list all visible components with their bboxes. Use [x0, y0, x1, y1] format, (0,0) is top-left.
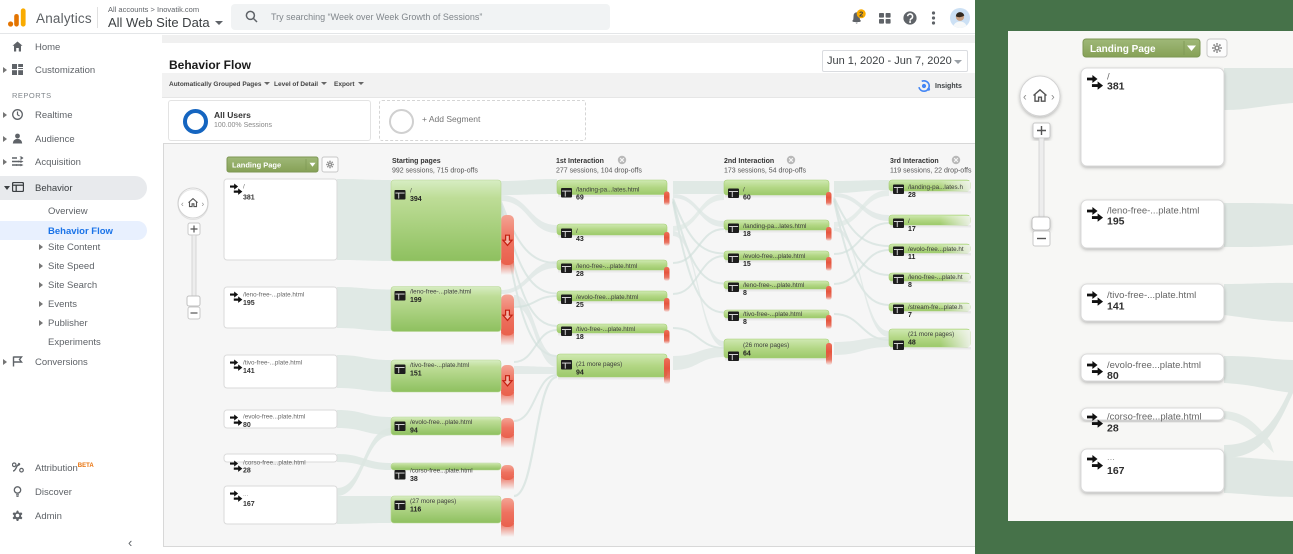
svg-text:/: /	[243, 184, 245, 191]
svg-text:60: 60	[743, 195, 751, 202]
svg-text:195: 195	[1107, 216, 1125, 228]
svg-text:8: 8	[743, 319, 747, 326]
svg-text:25: 25	[576, 302, 584, 309]
svg-text:381: 381	[243, 195, 255, 202]
svg-text:43: 43	[576, 236, 584, 243]
svg-text:/stream-fre...plate.h: /stream-fre...plate.h	[908, 304, 963, 311]
svg-text:80: 80	[243, 422, 251, 429]
svg-text:394: 394	[410, 196, 422, 203]
svg-text:/evolo-free...plate.html: /evolo-free...plate.html	[243, 414, 305, 421]
svg-text:94: 94	[576, 370, 584, 377]
svg-text:(21 more pages): (21 more pages)	[908, 331, 954, 338]
svg-text:Landing Page: Landing Page	[1090, 44, 1156, 55]
svg-text:199: 199	[410, 297, 422, 304]
svg-text:/corso-free...plate.html: /corso-free...plate.html	[1107, 412, 1202, 423]
svg-text:...: ...	[1107, 452, 1115, 463]
svg-text:(27 more pages): (27 more pages)	[410, 498, 456, 505]
svg-text:/tivo-free-...plate.html: /tivo-free-...plate.html	[410, 362, 469, 369]
svg-text:/leno-free-...plate.html: /leno-free-...plate.html	[410, 289, 471, 296]
svg-text:173 sessions, 54 drop-offs: 173 sessions, 54 drop-offs	[724, 168, 806, 175]
svg-text:/: /	[576, 228, 578, 235]
svg-text:/: /	[410, 188, 412, 195]
svg-text:...: ...	[243, 491, 248, 498]
svg-text:/leno-free-...plate.html: /leno-free-...plate.html	[243, 292, 304, 299]
svg-text:(21 more pages): (21 more pages)	[576, 361, 622, 368]
svg-text:277 sessions, 104 drop-offs: 277 sessions, 104 drop-offs	[556, 168, 642, 175]
svg-text:1st Interaction: 1st Interaction	[556, 158, 604, 165]
svg-text:381: 381	[1107, 81, 1125, 93]
svg-text:/evolo-free...plate.ht: /evolo-free...plate.ht	[908, 246, 964, 253]
svg-text:28: 28	[243, 468, 251, 475]
svg-text:‹: ‹	[181, 200, 184, 209]
svg-text:/landing-pa...lates.html: /landing-pa...lates.html	[576, 187, 639, 194]
svg-text:141: 141	[243, 368, 255, 375]
svg-text:/: /	[1107, 72, 1110, 83]
svg-text:/tivo-free-...plate.html: /tivo-free-...plate.html	[743, 311, 802, 318]
svg-text:2nd Interaction: 2nd Interaction	[724, 158, 774, 165]
svg-text:/leno-free-...plate.html: /leno-free-...plate.html	[576, 263, 637, 270]
svg-text:/corso-free...plate.html: /corso-free...plate.html	[410, 468, 473, 475]
svg-text:141: 141	[1107, 301, 1125, 313]
svg-text:/: /	[743, 187, 745, 194]
svg-text:/evolo-free...plate.html: /evolo-free...plate.html	[576, 294, 638, 301]
svg-text:/landing-pa...lates.h: /landing-pa...lates.h	[908, 184, 963, 191]
svg-text:›: ›	[1051, 92, 1055, 104]
svg-text:94: 94	[410, 428, 418, 435]
svg-text:119 sessions, 22 drop-offs: 119 sessions, 22 drop-offs	[890, 168, 972, 175]
svg-text:17: 17	[908, 226, 916, 233]
svg-text:195: 195	[243, 300, 255, 307]
svg-text:Starting pages: Starting pages	[392, 158, 441, 165]
svg-text:3rd Interaction: 3rd Interaction	[890, 158, 939, 165]
svg-text:28: 28	[1107, 423, 1119, 435]
svg-text:151: 151	[410, 371, 422, 378]
svg-text:28: 28	[908, 192, 916, 199]
svg-text:/evolo-free...plate.html: /evolo-free...plate.html	[743, 253, 805, 260]
svg-text:/leno-free-...plate.ht: /leno-free-...plate.ht	[908, 274, 963, 281]
svg-text:‹: ‹	[1023, 92, 1027, 104]
svg-text:/leno-free-...plate.html: /leno-free-...plate.html	[1107, 206, 1199, 217]
svg-text:18: 18	[576, 334, 584, 341]
svg-text:80: 80	[1107, 370, 1119, 382]
svg-text:/: /	[908, 218, 910, 225]
svg-text:/tivo-free-...plate.html: /tivo-free-...plate.html	[1107, 290, 1196, 301]
svg-text:/landing-pa...lates.html: /landing-pa...lates.html	[743, 223, 806, 230]
svg-text:64: 64	[743, 351, 751, 358]
svg-text:7: 7	[908, 312, 912, 319]
svg-text:18: 18	[743, 231, 751, 238]
svg-text:/leno-free-...plate.html: /leno-free-...plate.html	[743, 282, 804, 289]
svg-text:/tivo-free-...plate.html: /tivo-free-...plate.html	[576, 326, 635, 333]
svg-text:Landing Page: Landing Page	[232, 161, 281, 170]
svg-text:992 sessions, 715 drop-offs: 992 sessions, 715 drop-offs	[392, 168, 478, 175]
svg-text:69: 69	[576, 195, 584, 202]
svg-text:11: 11	[908, 254, 916, 261]
svg-text:38: 38	[410, 476, 418, 483]
svg-text:(26 more pages): (26 more pages)	[743, 342, 789, 349]
svg-text:/evolo-free...plate.html: /evolo-free...plate.html	[1107, 360, 1201, 371]
svg-text:28: 28	[576, 271, 584, 278]
svg-text:2: 2	[859, 10, 863, 19]
svg-text:8: 8	[743, 290, 747, 297]
svg-text:›: ›	[201, 200, 204, 209]
svg-text:/tivo-free-...plate.html: /tivo-free-...plate.html	[243, 360, 302, 367]
svg-text:/corso-free...plate.html: /corso-free...plate.html	[243, 460, 306, 467]
svg-text:8: 8	[908, 282, 912, 289]
svg-text:167: 167	[1107, 465, 1125, 477]
svg-text:/evolo-free...plate.html: /evolo-free...plate.html	[410, 419, 472, 426]
svg-text:167: 167	[243, 501, 255, 508]
svg-text:15: 15	[743, 261, 751, 268]
svg-text:116: 116	[410, 507, 421, 514]
svg-text:48: 48	[908, 340, 916, 347]
